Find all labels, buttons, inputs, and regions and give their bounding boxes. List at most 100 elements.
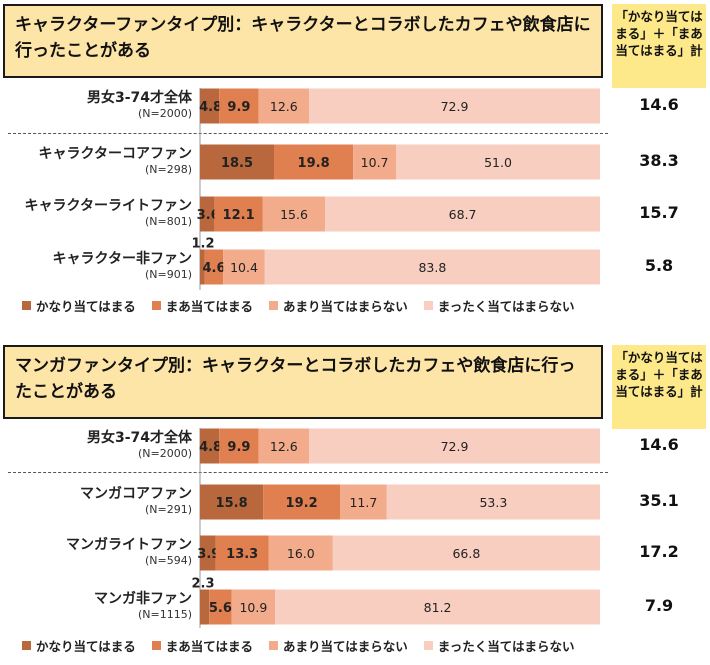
bar-segment-s2: [204, 249, 224, 285]
row-sample-size: (N=594): [144, 554, 192, 567]
bar-data-label: 51.0: [484, 155, 512, 170]
chart2-legend: かなり当てはまる まあ当てはまる あまり当てはまらない まったく当てはまらない: [22, 636, 591, 655]
legend-item-s2: まあ当てはまる: [151, 636, 254, 655]
bar-data-label: 72.9: [441, 439, 469, 454]
chart1-legend: かなり当てはまる まあ当てはまる あまり当てはまらない まったく当てはまらない: [22, 296, 591, 315]
bar-segment-s2: [274, 144, 354, 180]
bar-data-label: 1.2: [191, 237, 214, 252]
row-label: マンガコアファン (N=291): [0, 485, 192, 516]
bar-data-label: 19.8: [298, 156, 330, 171]
bar-data-label: 12.1: [223, 208, 255, 223]
row-name: 男女3-74才全体: [86, 430, 192, 446]
bar-segment-s4: [308, 88, 600, 124]
row-sum-value: 17.2: [639, 542, 679, 561]
bar-segment-s1: [200, 249, 205, 285]
bar-data-label: 3.9: [197, 547, 220, 562]
legend-item-s1: かなり当てはまる: [22, 296, 136, 315]
row-sum-value: 38.3: [639, 151, 679, 170]
legend-item-s4: まったく当てはまらない: [423, 296, 575, 315]
row-sample-size: (N=2000): [137, 107, 192, 120]
bar-segment-s3: [258, 428, 309, 464]
bar-segment-s2: [209, 589, 232, 625]
bar-data-label: 4.8: [199, 440, 222, 455]
bar-data-label: 4.8: [199, 100, 222, 115]
group-divider: [8, 133, 608, 134]
row-sample-size: (N=2000): [137, 447, 192, 460]
bar-segment-s1: [200, 589, 210, 625]
bar-data-label: 9.9: [227, 100, 250, 115]
bar-segment-s1: [200, 88, 220, 124]
legend-item-s3: あまり当てはまらない: [269, 636, 408, 655]
bar-data-label: 12.6: [270, 439, 298, 454]
chart1-title: キャラクターファンタイプ別：キャラクターとコラボしたカフェや飲食店に行ったことが…: [3, 4, 603, 78]
row-label: キャラクターコアファン (N=298): [0, 145, 192, 176]
bar-segment-s2: [215, 535, 269, 571]
legend-item-s3: あまり当てはまらない: [269, 296, 408, 315]
legend-swatch-s4: [423, 641, 433, 650]
row-name: マンガコアファン: [80, 486, 192, 502]
bar-data-label: 15.6: [280, 207, 308, 222]
group-divider: [8, 472, 608, 473]
chart2-title: マンガファンタイプ別：キャラクターとコラボしたカフェや飲食店に行ったことがある: [3, 345, 603, 419]
legend-label-s2: まあ当てはまる: [165, 299, 254, 314]
bar-segment-s2: [219, 428, 259, 464]
bar-segment-s4: [325, 196, 600, 232]
bar-data-label: 66.8: [452, 546, 480, 561]
bar-segment-s2: [219, 88, 259, 124]
row-label: マンガライトファン (N=594): [0, 536, 192, 567]
legend-swatch-s2: [151, 641, 161, 650]
bar-segment-s2: [214, 196, 263, 232]
bar-data-label: 72.9: [441, 99, 469, 114]
legend-swatch-s1: [22, 641, 31, 650]
legend-label-s4: まったく当てはまらない: [437, 299, 575, 314]
row-name: キャラクターコアファン: [38, 146, 192, 162]
row-sample-size: (N=1115): [137, 608, 192, 621]
row-sample-size: (N=291): [144, 503, 192, 516]
chart1-sum-header: 「かなり当てはまる」＋「まあ当てはまる」計: [612, 4, 706, 88]
bar-data-label: 9.9: [227, 440, 250, 455]
row-sum-value: 15.7: [639, 203, 679, 222]
row-sample-size: (N=298): [144, 163, 192, 176]
bar-data-label: 13.3: [226, 547, 258, 562]
bar-segment-s3: [268, 535, 333, 571]
legend-label-s2: まあ当てはまる: [165, 639, 254, 654]
row-label: キャラクターライトファン (N=801): [0, 197, 192, 228]
legend-swatch-s3: [269, 301, 279, 310]
bar-data-label: 10.9: [239, 600, 267, 615]
bar-data-label: 3.6: [197, 208, 220, 223]
bar-segment-s4: [332, 535, 600, 571]
row-sum-value: 14.6: [639, 435, 679, 454]
row-sum-value: 35.1: [639, 491, 679, 510]
bar-data-label: 11.7: [349, 495, 377, 510]
legend-item-s2: まあ当てはまる: [151, 296, 254, 315]
chart2-sum-header: 「かなり当てはまる」＋「まあ当てはまる」計: [612, 345, 706, 429]
legend-label-s3: あまり当てはまらない: [283, 639, 408, 654]
row-label: キャラクター非ファン (N=901): [0, 250, 192, 281]
bar-segment-s4: [275, 589, 600, 625]
legend-swatch-s1: [22, 301, 31, 310]
bar-segment-s3: [231, 589, 276, 625]
bar-data-label: 12.6: [270, 99, 298, 114]
bar-segment-s4: [308, 428, 600, 464]
bar-data-label: 19.2: [286, 496, 318, 511]
row-name: 男女3-74才全体: [86, 90, 192, 106]
legend-label-s1: かなり当てはまる: [36, 299, 136, 314]
bar-segment-s3: [340, 484, 387, 520]
row-label: 男女3-74才全体 (N=2000): [0, 429, 192, 460]
bar-data-label: 53.3: [479, 495, 507, 510]
bar-segment-s1: [200, 535, 216, 571]
row-label: 男女3-74才全体 (N=2000): [0, 89, 192, 120]
bar-data-label: 68.7: [449, 207, 477, 222]
bar-segment-s1: [200, 144, 274, 180]
legend-item-s1: かなり当てはまる: [22, 636, 136, 655]
row-name: キャラクター非ファン: [52, 251, 192, 267]
legend-label-s1: かなり当てはまる: [36, 639, 136, 654]
bar-segment-s4: [386, 484, 600, 520]
bar-segment-s2: [263, 484, 340, 520]
bar-segment-s3: [353, 144, 396, 180]
bar-data-label: 2.3: [191, 577, 214, 592]
row-sample-size: (N=801): [144, 215, 192, 228]
legend-label-s4: まったく当てはまらない: [437, 639, 575, 654]
row-name: マンガライトファン: [66, 537, 192, 553]
